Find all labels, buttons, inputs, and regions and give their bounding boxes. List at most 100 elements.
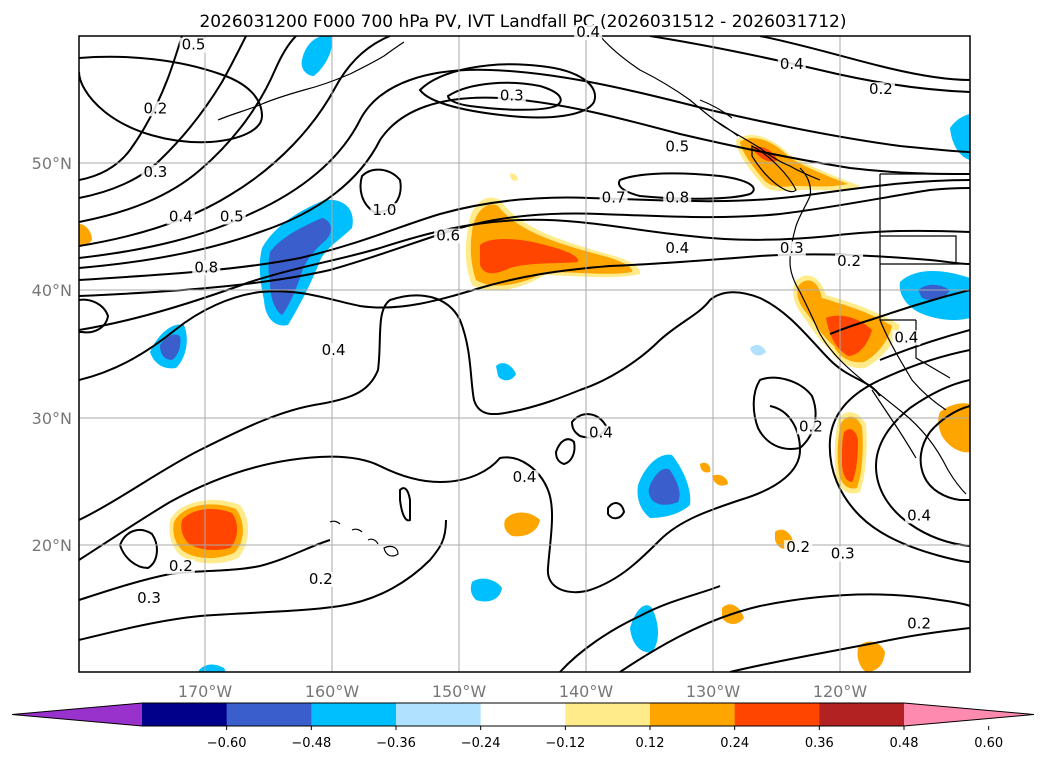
hawaii-islands bbox=[329, 520, 399, 557]
contour-label: 0.2 bbox=[143, 99, 167, 117]
contour-label: 0.2 bbox=[837, 252, 861, 270]
contour-label-bg bbox=[179, 37, 208, 53]
colorbar-segment bbox=[565, 703, 651, 726]
pv-shading bbox=[79, 36, 970, 672]
contour-label-bg bbox=[663, 190, 692, 206]
contour-label: 0.2 bbox=[169, 557, 193, 575]
lon-label: 120°W bbox=[813, 682, 868, 701]
shade-positive-region bbox=[700, 462, 711, 473]
colorbar: −0.60 −0.48 −0.36 −0.24 −0.12 0.12 0.24 0.36 0.4… bbox=[11, 702, 1035, 751]
colorbar-segment bbox=[396, 703, 482, 726]
contour-label: 0.8 bbox=[665, 188, 689, 206]
contour-label: 0.3 bbox=[500, 87, 524, 105]
contour-line bbox=[79, 36, 247, 199]
contour-label: 0.2 bbox=[799, 417, 823, 435]
colorbar-tick-label: −0.12 bbox=[545, 736, 585, 751]
contour-line bbox=[79, 55, 264, 144]
contour-label: 0.7 bbox=[602, 188, 626, 206]
contour-line bbox=[79, 36, 391, 247]
contour-label-bg bbox=[135, 591, 164, 607]
contour-line bbox=[446, 81, 562, 111]
contour-label-bg bbox=[892, 330, 921, 346]
contour-label-bg bbox=[166, 209, 195, 225]
lon-label: 170°W bbox=[178, 682, 233, 701]
shade-positive-region bbox=[504, 512, 540, 537]
shade-positive-region bbox=[79, 224, 92, 246]
contour-label-bg bbox=[141, 101, 170, 117]
contour-label: 0.2 bbox=[309, 570, 333, 588]
shade-negative-region bbox=[496, 363, 516, 381]
contour-label: 0.4 bbox=[780, 55, 804, 73]
colorbar-tick-label: 0.48 bbox=[890, 736, 919, 751]
contour-label-bg bbox=[370, 203, 399, 219]
contour-label-bg bbox=[166, 559, 195, 575]
coastlines bbox=[217, 36, 970, 557]
colorbar-tick-label: 0.36 bbox=[805, 736, 834, 751]
contour-label-bg bbox=[599, 190, 628, 206]
contour-label: 0.2 bbox=[907, 614, 931, 632]
longitude-labels: 170°W 160°W 150°W 140°W 130°W 120°W bbox=[178, 682, 868, 701]
contour-line bbox=[649, 36, 970, 93]
contour-label-bg bbox=[510, 470, 539, 486]
contour-label-bg bbox=[905, 616, 934, 632]
lat-label: 40°N bbox=[32, 281, 72, 300]
contour-line bbox=[618, 172, 755, 200]
contour-label: 0.4 bbox=[907, 506, 931, 524]
contour-label: 0.3 bbox=[143, 163, 167, 181]
contour-label-bg bbox=[777, 56, 806, 72]
contour-label: 0.3 bbox=[137, 589, 161, 607]
contour-label-bg bbox=[796, 419, 825, 435]
contour-label-bg bbox=[784, 540, 813, 556]
contour-line bbox=[554, 438, 576, 466]
contour-label-bg bbox=[905, 508, 934, 524]
lat-label: 50°N bbox=[32, 154, 72, 173]
map-frame bbox=[78, 35, 971, 673]
contour-line bbox=[79, 405, 802, 594]
contour-label: 0.2 bbox=[786, 538, 810, 556]
contour-line bbox=[79, 179, 970, 281]
border-state bbox=[879, 319, 947, 411]
contour-label: 0.4 bbox=[576, 23, 600, 41]
contour-label: 0.8 bbox=[194, 258, 218, 276]
contour-line bbox=[79, 68, 970, 259]
contour-label: 0.5 bbox=[182, 36, 206, 54]
contour-line bbox=[829, 289, 970, 335]
contour-labels: 0.5 0.2 0.3 0.4 0.5 0.8 1.0 0.6 0.4 0.3 0.4 0.7 0.8 0… bbox=[135, 23, 934, 632]
colorbar-segment bbox=[650, 703, 736, 726]
colorbar-segment bbox=[226, 703, 312, 726]
contour-line bbox=[399, 487, 411, 522]
contour-label-bg bbox=[306, 571, 335, 587]
contour-line bbox=[619, 593, 970, 672]
shade-positive-region bbox=[842, 429, 858, 482]
contour-line bbox=[79, 291, 881, 521]
lon-label: 140°W bbox=[559, 682, 614, 701]
contour-label-bg bbox=[217, 209, 246, 225]
contour-line bbox=[607, 502, 626, 520]
contour-line bbox=[79, 519, 447, 641]
contour-label-bg bbox=[574, 25, 603, 40]
contour-line bbox=[418, 63, 597, 119]
contour-label: 0.3 bbox=[831, 545, 855, 563]
contour-line bbox=[752, 376, 817, 450]
contour-label-bg bbox=[141, 164, 170, 180]
lon-label: 150°W bbox=[432, 682, 487, 701]
contour-label: 0.5 bbox=[220, 207, 244, 225]
colorbar-tick-label: −0.36 bbox=[376, 736, 416, 751]
contour-line bbox=[79, 187, 970, 297]
contour-label-bg bbox=[663, 241, 692, 257]
colorbar-tick-label: 0.12 bbox=[636, 736, 665, 751]
shade-negative-region bbox=[918, 284, 950, 300]
colorbar-outline bbox=[11, 702, 1035, 727]
contour-label: 0.4 bbox=[665, 239, 689, 257]
shade-positive-region bbox=[712, 474, 728, 486]
contour-line bbox=[729, 627, 970, 672]
contour-label-bg bbox=[192, 260, 221, 276]
shade-negative-region bbox=[301, 36, 333, 76]
vancouver-island bbox=[751, 145, 797, 193]
map-border bbox=[78, 35, 971, 673]
contour-label: 0.6 bbox=[436, 227, 460, 245]
shade-negative-region bbox=[950, 114, 970, 160]
graticule bbox=[79, 36, 970, 672]
shade-positive-region bbox=[181, 508, 238, 551]
